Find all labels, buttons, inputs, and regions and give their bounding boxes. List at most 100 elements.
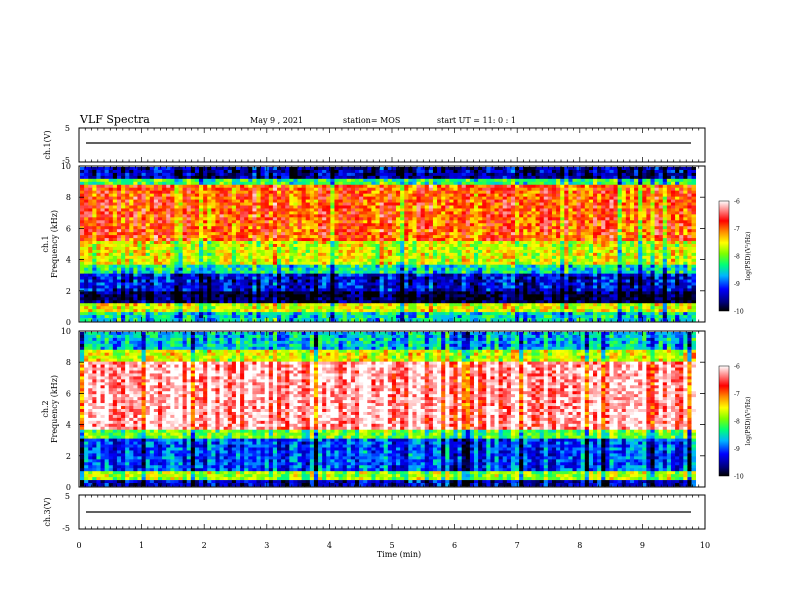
spectrogram-cell	[231, 169, 237, 174]
spectrogram-cell	[194, 167, 200, 171]
spectrogram-cell	[293, 249, 298, 254]
spectrogram-cell	[679, 238, 684, 242]
spectrogram-cell	[408, 172, 413, 177]
spectrogram-cell	[502, 172, 508, 177]
spectrogram-cell	[162, 241, 167, 245]
spectrogram-cell	[564, 238, 569, 242]
spectrogram-cell	[272, 172, 278, 177]
spectrogram-cell	[104, 241, 110, 245]
spectrogram-cell	[457, 187, 463, 192]
spectrogram-cell	[556, 208, 561, 212]
spectrogram-cell	[84, 246, 89, 251]
spectrogram-cell	[638, 167, 643, 171]
spectrogram-cell	[334, 190, 339, 195]
spectrogram-cell	[556, 217, 561, 221]
spectrogram-cell	[539, 202, 545, 206]
spectrogram-cell	[629, 229, 635, 233]
spectrogram-cell	[650, 229, 655, 233]
spectrogram-cell	[613, 199, 619, 203]
spectrogram-cell	[133, 208, 138, 212]
spectrogram-cell	[441, 187, 446, 192]
spectrogram-cell	[100, 255, 106, 260]
spectrogram-cell	[531, 235, 536, 239]
spectrogram-cell	[412, 246, 417, 251]
spectrogram-cell	[490, 175, 495, 180]
spectrogram-cell	[108, 175, 114, 180]
spectrogram-cell	[482, 196, 487, 200]
spectrogram-cell	[617, 214, 623, 218]
spectrogram-cell	[240, 217, 245, 221]
spectrogram-cell	[116, 238, 122, 242]
spectrogram-cell	[133, 175, 138, 180]
spectrogram-cell	[301, 241, 307, 245]
spectrogram-cell	[215, 205, 220, 209]
spectrogram-cell	[354, 220, 360, 224]
spectrogram-cell	[428, 223, 434, 227]
spectrogram-cell	[662, 214, 668, 218]
spectrogram-cell	[666, 229, 672, 233]
spectrogram-cell	[297, 238, 303, 242]
spectrogram-cell	[379, 175, 385, 180]
spectrogram-cell	[235, 217, 241, 221]
spectrogram-cell	[281, 244, 286, 248]
spectrogram-cell	[519, 184, 524, 189]
spectrogram-cell	[629, 217, 635, 221]
spectrogram-cell	[359, 232, 364, 236]
spectrogram-cell	[629, 199, 635, 203]
spectrogram-cell	[363, 238, 368, 242]
spectrogram-cell	[391, 220, 397, 224]
spectrogram-cell	[478, 223, 483, 227]
spectrogram-cell	[100, 184, 106, 189]
spectrogram-cell	[235, 208, 241, 212]
spectrogram-cell	[342, 244, 348, 248]
station-label: station= MOS	[343, 116, 400, 125]
spectrogram-cell	[223, 172, 229, 177]
spectrogram-cell	[527, 258, 532, 263]
spectrogram-cell	[478, 244, 483, 248]
spectrogram-cell	[588, 208, 594, 212]
spectrogram-cell	[145, 220, 151, 224]
spectrogram-cell	[199, 246, 204, 251]
spectrogram-cell	[432, 184, 438, 189]
spectrogram-cell	[231, 196, 237, 200]
spectrogram-cell	[104, 249, 110, 254]
spectrogram-cell	[400, 220, 405, 224]
spectrogram-cell	[638, 178, 643, 183]
spectrogram-cell	[391, 229, 397, 233]
spectrogram-cell	[371, 211, 376, 215]
spectrogram-cell	[125, 205, 130, 209]
spectrogram-cell	[457, 196, 463, 200]
spectrogram-cell	[277, 232, 282, 236]
spectrogram-cell	[293, 187, 298, 192]
spectrogram-cell	[593, 258, 598, 263]
spectrogram-cell	[666, 223, 672, 227]
spectrogram-cell	[613, 187, 619, 192]
spectrogram-cell	[654, 220, 660, 224]
spectrogram-cell	[277, 187, 282, 192]
spectrogram-cell	[482, 205, 487, 209]
spectrogram-cell	[609, 235, 614, 239]
spectrogram-cell	[215, 184, 220, 189]
spectrogram-cell	[248, 255, 253, 260]
spectrogram-cell	[601, 199, 606, 203]
spectrogram-cell	[593, 223, 598, 227]
spectrogram-cell	[478, 235, 483, 239]
spectrogram-cell	[231, 193, 237, 198]
spectrogram-cell	[564, 249, 569, 254]
spectrogram-cell	[88, 217, 93, 221]
spectrogram-cell	[199, 205, 204, 209]
spectrogram-cell	[170, 223, 175, 227]
spectrogram-cell	[277, 184, 282, 189]
spectrogram-cell	[231, 187, 237, 192]
spectrogram-cell	[588, 223, 594, 227]
spectrogram-cell	[535, 246, 541, 251]
spectrogram-cell	[334, 220, 339, 224]
spectrogram-cell	[597, 249, 602, 254]
spectrogram-cell	[490, 217, 495, 221]
spectrogram-cell	[80, 220, 85, 224]
spectrogram-cell	[543, 199, 549, 203]
spectrogram-cell	[363, 199, 368, 203]
spectrogram-cell	[605, 255, 610, 260]
spectrogram-cell	[547, 255, 553, 260]
spectrogram-cell	[359, 244, 364, 248]
